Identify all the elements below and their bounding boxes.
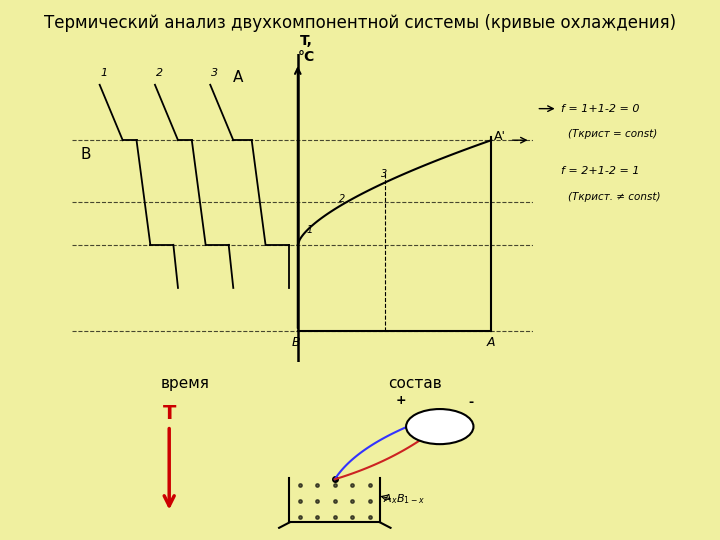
Text: 1: 1 (101, 68, 108, 78)
Circle shape (406, 409, 474, 444)
Text: T,
°C: T, °C (298, 34, 315, 64)
Text: T: T (163, 404, 176, 423)
Text: 2: 2 (156, 68, 163, 78)
Text: (Tкрист. ≠ const): (Tкрист. ≠ const) (568, 192, 661, 202)
Text: время: время (161, 376, 210, 391)
Text: B: B (291, 336, 300, 349)
Text: состав: состав (388, 376, 442, 391)
Text: B: B (81, 147, 91, 161)
Text: +: + (395, 394, 406, 407)
Text: 3: 3 (381, 169, 387, 179)
Text: f = 2+1-2 = 1: f = 2+1-2 = 1 (561, 166, 639, 176)
Text: Термический анализ двухкомпонентной системы (кривые охлаждения): Термический анализ двухкомпонентной сист… (44, 14, 676, 32)
Text: f = 1+1-2 = 0: f = 1+1-2 = 0 (561, 104, 639, 113)
Text: A: A (233, 70, 243, 85)
Text: (Tкрист = const): (Tкрист = const) (568, 130, 657, 139)
Text: $A_xB_{1-x}$: $A_xB_{1-x}$ (383, 492, 425, 506)
Text: 2: 2 (339, 194, 346, 204)
Text: 3: 3 (211, 68, 218, 78)
Text: A: A (487, 336, 495, 349)
Text: A': A' (494, 130, 505, 143)
Text: -: - (468, 396, 474, 409)
Text: 1: 1 (307, 225, 313, 234)
